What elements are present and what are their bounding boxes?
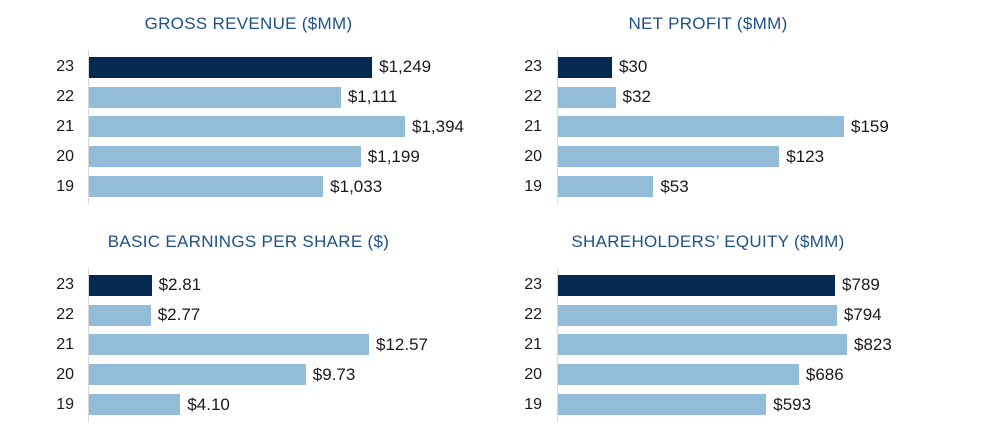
value-label: $1,394 <box>412 116 464 136</box>
bar-net-profit-21 <box>558 116 844 138</box>
bar-basic-eps-22 <box>89 304 151 326</box>
year-label: 20 <box>524 147 542 165</box>
value-label: $4.10 <box>187 394 230 414</box>
bar-rows: 23 $2.81 22 $2.77 21 $12.57 20 $9.73 19 $4.10 <box>0 271 497 420</box>
value-label: $12.57 <box>376 334 428 354</box>
y-axis-line <box>88 268 89 422</box>
value-label: $9.73 <box>312 364 356 384</box>
year-label: 19 <box>56 395 74 413</box>
chart-shareholders-equity: SHAREHOLDERS’ EQUITY ($MM) 23 $789 22 $794 2… <box>497 218 994 448</box>
chart-title: SHAREHOLDERS’ EQUITY ($MM) <box>571 232 845 251</box>
value-label: $2.77 <box>157 305 201 325</box>
year-label: 22 <box>56 306 74 324</box>
year-label: 22 <box>524 88 542 106</box>
bar-row: 21 $823 <box>497 330 994 360</box>
bar-row: 19 $4.10 <box>0 390 497 420</box>
chart-net-profit: NET PROFIT ($MM) 23 $30 22 $32 21 $159 20 $123 1… <box>497 0 994 230</box>
year-label: 20 <box>56 365 74 383</box>
value-label: $1,111 <box>347 87 398 107</box>
bar-net-profit-22 <box>558 86 616 108</box>
value-label: $2.81 <box>158 275 202 295</box>
bar-rows: 23 $789 22 $794 21 $823 20 $686 19 $593 <box>497 271 994 420</box>
bar-row: 21 $159 <box>497 112 994 142</box>
bar-shareholders-equity-20 <box>558 364 799 386</box>
bar-row: 22 $32 <box>497 82 994 112</box>
bar-row: 22 $1,111 <box>0 82 497 112</box>
bar-net-profit-20 <box>558 146 780 168</box>
year-label: 20 <box>524 365 542 383</box>
chart-gross-revenue: GROSS REVENUE ($MM) 23 $1,249 22 $1,111 21 $1… <box>0 0 497 230</box>
bar-row: 19 $53 <box>497 172 994 202</box>
bar-basic-eps-23 <box>89 274 152 296</box>
year-label: 23 <box>56 276 74 294</box>
bar-row: 20 $9.73 <box>0 360 497 390</box>
value-label: $30 <box>618 57 648 77</box>
year-label: 20 <box>56 147 74 165</box>
chart-title: BASIC EARNINGS PER SHARE ($) <box>107 232 390 251</box>
value-label: $32 <box>622 87 651 107</box>
bar-rows: 23 $30 22 $32 21 $159 20 $123 19 $53 <box>497 53 994 202</box>
bar-shareholders-equity-21 <box>558 334 847 356</box>
year-label: 23 <box>56 58 74 76</box>
bar-gross-revenue-23 <box>89 56 373 78</box>
year-label: 21 <box>524 117 542 135</box>
year-label: 21 <box>56 335 74 353</box>
bar-row: 22 $2.77 <box>0 300 497 330</box>
bar-gross-revenue-22 <box>89 86 341 108</box>
year-label: 23 <box>524 276 542 294</box>
bar-gross-revenue-21 <box>89 116 405 138</box>
bar-row: 19 $1,033 <box>0 172 497 202</box>
bar-shareholders-equity-22 <box>558 304 837 326</box>
value-label: $159 <box>851 116 889 136</box>
bar-shareholders-equity-19 <box>558 394 767 416</box>
bar-gross-revenue-19 <box>89 176 324 198</box>
bar-row: 23 $2.81 <box>0 271 497 301</box>
year-label: 19 <box>56 177 74 195</box>
y-axis-line <box>557 268 558 422</box>
bar-shareholders-equity-23 <box>558 274 836 296</box>
bar-row: 21 $12.57 <box>0 330 497 360</box>
value-label: $823 <box>854 334 892 354</box>
year-label: 19 <box>524 395 542 413</box>
chart-basic-eps: BASIC EARNINGS PER SHARE ($) 23 $2.81 22 $2… <box>0 218 497 448</box>
bar-row: 22 $794 <box>497 300 994 330</box>
year-label: 19 <box>524 177 542 195</box>
bar-row: 23 $30 <box>497 53 994 83</box>
bar-basic-eps-19 <box>89 394 181 416</box>
bar-basic-eps-20 <box>89 364 306 386</box>
bar-row: 20 $123 <box>497 142 994 172</box>
bar-gross-revenue-20 <box>89 146 361 168</box>
value-label: $123 <box>786 146 825 166</box>
chart-title: GROSS REVENUE ($MM) <box>144 14 353 33</box>
value-label: $794 <box>843 305 882 325</box>
year-label: 22 <box>56 88 74 106</box>
bar-net-profit-23 <box>558 56 612 78</box>
bar-basic-eps-21 <box>89 334 369 356</box>
y-axis-line <box>557 50 558 204</box>
year-label: 21 <box>524 335 542 353</box>
bar-net-profit-19 <box>558 176 654 198</box>
value-label: $686 <box>805 364 844 384</box>
y-axis-line <box>88 50 89 204</box>
bar-row: 20 $1,199 <box>0 142 497 172</box>
value-label: $53 <box>660 176 689 196</box>
value-label: $1,033 <box>330 176 383 196</box>
year-label: 21 <box>56 117 74 135</box>
value-label: $789 <box>842 275 880 295</box>
bar-row: 20 $686 <box>497 360 994 390</box>
bar-row: 23 $1,249 <box>0 53 497 83</box>
chart-title: NET PROFIT ($MM) <box>628 14 788 33</box>
bar-row: 23 $789 <box>497 271 994 301</box>
year-label: 22 <box>524 306 542 324</box>
bar-row: 21 $1,394 <box>0 112 497 142</box>
value-label: $1,199 <box>367 146 420 166</box>
bar-row: 19 $593 <box>497 390 994 420</box>
year-label: 23 <box>524 58 542 76</box>
value-label: $593 <box>773 394 812 414</box>
value-label: $1,249 <box>379 57 432 77</box>
bar-rows: 23 $1,249 22 $1,111 21 $1,394 20 $1,199 19 $1,033 <box>0 53 497 202</box>
